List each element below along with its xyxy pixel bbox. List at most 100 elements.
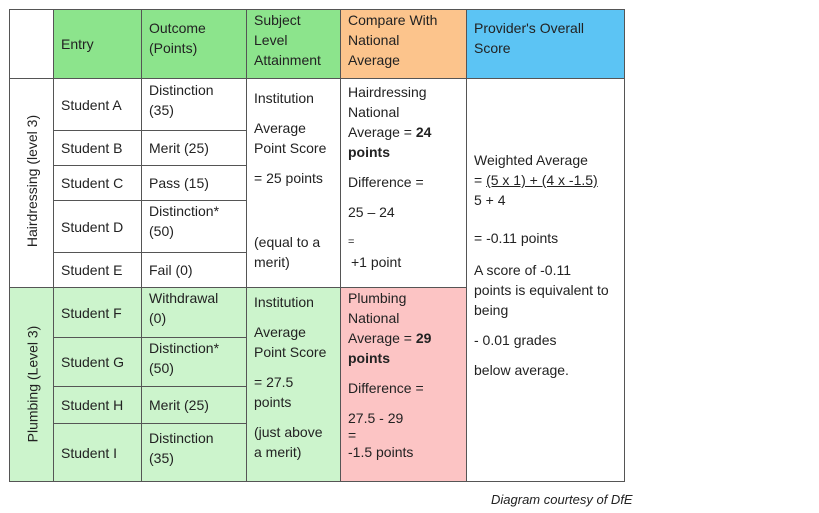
provider-score-line1: A score of -0.11	[474, 262, 572, 278]
header-outcome: Outcome (Points)	[141, 9, 247, 79]
plumb-compare-calc: 27.5 - 29	[348, 410, 404, 426]
outcome-line2: (0)	[149, 310, 167, 326]
hair-attainment-line2b: Point Score	[254, 140, 327, 156]
diagram-credit: Diagram courtesy of DfE	[491, 492, 633, 507]
plumb-compare-result: -1.5 points	[348, 444, 414, 460]
header-subject-line2: Level	[254, 32, 288, 48]
plumb-attainment-line3b: points	[254, 394, 292, 410]
student-name: Student D	[61, 218, 124, 235]
plumb-compare: Plumbing National Average = 29 points Di…	[340, 287, 467, 482]
student-name: Student H	[61, 397, 124, 413]
provider-score-line2: points is equivalent to	[474, 282, 609, 298]
header-provider: Provider's Overall Score	[466, 9, 625, 79]
hair-compare-eq: =	[348, 236, 355, 248]
header-outcome-line2: (Points)	[149, 40, 198, 56]
outcome-line1: Distinction*	[149, 203, 220, 219]
outcome-line1: Distinction*	[149, 340, 220, 356]
outcome-student-h: Merit (25)	[141, 386, 247, 424]
hair-attainment-line4a: (equal to a	[254, 234, 321, 250]
provider-below: below average.	[474, 362, 569, 378]
table-row-student-e: Student E	[53, 252, 142, 288]
table-row-student-c: Student C	[53, 165, 142, 201]
outcome-line1: Distinction	[149, 82, 214, 98]
plumb-compare-line2: National	[348, 310, 400, 326]
outcome-student-f: Withdrawal (0)	[141, 287, 247, 338]
group-hairdressing-label: Hairdressing (level 3)	[24, 114, 40, 248]
provider-score-line3: being	[474, 302, 509, 318]
header-corner	[9, 9, 54, 79]
outcome-line1: Fail (0)	[149, 262, 193, 278]
plumb-compare-average-label: Average =	[348, 330, 416, 346]
header-outcome-line1: Outcome	[149, 20, 206, 36]
plumb-attainment-line3a: = 27.5	[254, 374, 294, 390]
outcome-student-g: Distinction* (50)	[141, 337, 247, 387]
outcome-line1: Distinction	[149, 430, 214, 446]
outcome-line2: (50)	[149, 360, 174, 376]
table-row-student-i: Student I	[53, 423, 142, 482]
student-name: Student B	[61, 140, 123, 156]
plumb-attainment-line2a: Average	[254, 324, 306, 340]
header-compare-line2: National	[348, 32, 400, 48]
outcome-student-a: Distinction (35)	[141, 78, 247, 131]
header-subject: Subject Level Attainment	[246, 9, 341, 79]
plumb-attainment-line4a: (just above	[254, 424, 323, 440]
table-row-student-d: Student D	[53, 200, 142, 253]
hair-compare-diff: Difference =	[348, 174, 424, 190]
plumb-compare-line3: Average = 29	[348, 328, 459, 348]
header-compare: Compare With National Average	[340, 9, 467, 79]
provider-weighted: Weighted Average	[474, 152, 588, 168]
hair-compare-average-label: Average =	[348, 124, 416, 140]
outcome-line1: Withdrawal	[149, 290, 219, 306]
hair-compare-line1: Hairdressing	[348, 84, 427, 100]
provider-formula-prefix: =	[474, 172, 487, 188]
plumb-attainment-line1: Institution	[254, 294, 314, 310]
header-provider-line1: Provider's Overall	[474, 20, 585, 36]
provider-formula-numerator: (5 x 1) + (4 x -1.5)	[486, 172, 598, 188]
outcome-student-c: Pass (15)	[141, 165, 247, 201]
provider-formula: = (5 x 1) + (4 x -1.5)	[474, 170, 617, 190]
hair-compare: Hairdressing National Average = 24 point…	[340, 78, 467, 288]
plumb-compare-diff: Difference =	[348, 380, 424, 396]
outcome-line1: Pass (15)	[149, 175, 209, 191]
table-row-student-g: Student G	[53, 337, 142, 387]
hair-attainment: Institution Average Point Score = 25 poi…	[246, 78, 341, 288]
group-plumbing-label: Plumbing (Level 3)	[24, 325, 41, 443]
student-name: Student E	[61, 262, 123, 278]
plumb-compare-line1: Plumbing	[348, 290, 407, 306]
student-name: Student G	[61, 354, 125, 370]
hair-attainment-line4b: merit)	[254, 254, 290, 270]
student-name: Student I	[61, 444, 118, 461]
plumb-attainment-line2b: Point Score	[254, 344, 327, 360]
group-hairdressing: Hairdressing (level 3)	[9, 78, 54, 288]
header-compare-line3: Average	[348, 52, 400, 68]
outcome-student-b: Merit (25)	[141, 130, 247, 166]
hair-attainment-line1: Institution	[254, 90, 314, 106]
hair-compare-result: +1 point	[351, 254, 402, 270]
table-row-student-h: Student H	[53, 386, 142, 424]
outcome-line2: (50)	[149, 223, 174, 239]
plumb-compare-average-value: 29	[415, 330, 432, 346]
outcome-line1: Merit (25)	[149, 397, 209, 413]
student-name: Student C	[61, 175, 124, 191]
hair-compare-line2: National	[348, 104, 400, 120]
hair-attainment-line3: = 25 points	[254, 170, 323, 186]
header-entry: Entry	[53, 9, 142, 79]
header-compare-line1: Compare With	[348, 12, 438, 28]
plumb-attainment: Institution Average Point Score = 27.5 p…	[246, 287, 341, 482]
outcome-student-i: Distinction (35)	[141, 423, 247, 482]
provider-grades: - 0.01 grades	[474, 332, 557, 348]
header-subject-line1: Subject	[254, 12, 301, 28]
provider-result: = -0.11 points	[474, 230, 559, 246]
outcome-student-d: Distinction* (50)	[141, 200, 247, 253]
outcome-line2: (35)	[149, 102, 174, 118]
plumb-attainment-line4b: a merit)	[254, 444, 302, 460]
student-name: Student A	[61, 96, 122, 113]
provider-score: Weighted Average = (5 x 1) + (4 x -1.5) …	[466, 78, 625, 482]
table-row-student-f: Student F	[53, 287, 142, 338]
hair-compare-calc: 25 – 24	[348, 204, 395, 220]
student-name: Student F	[61, 304, 122, 321]
hair-attainment-line2a: Average	[254, 120, 306, 136]
table-row-student-b: Student B	[53, 130, 142, 166]
provider-denominator: 5 + 4	[474, 192, 506, 208]
